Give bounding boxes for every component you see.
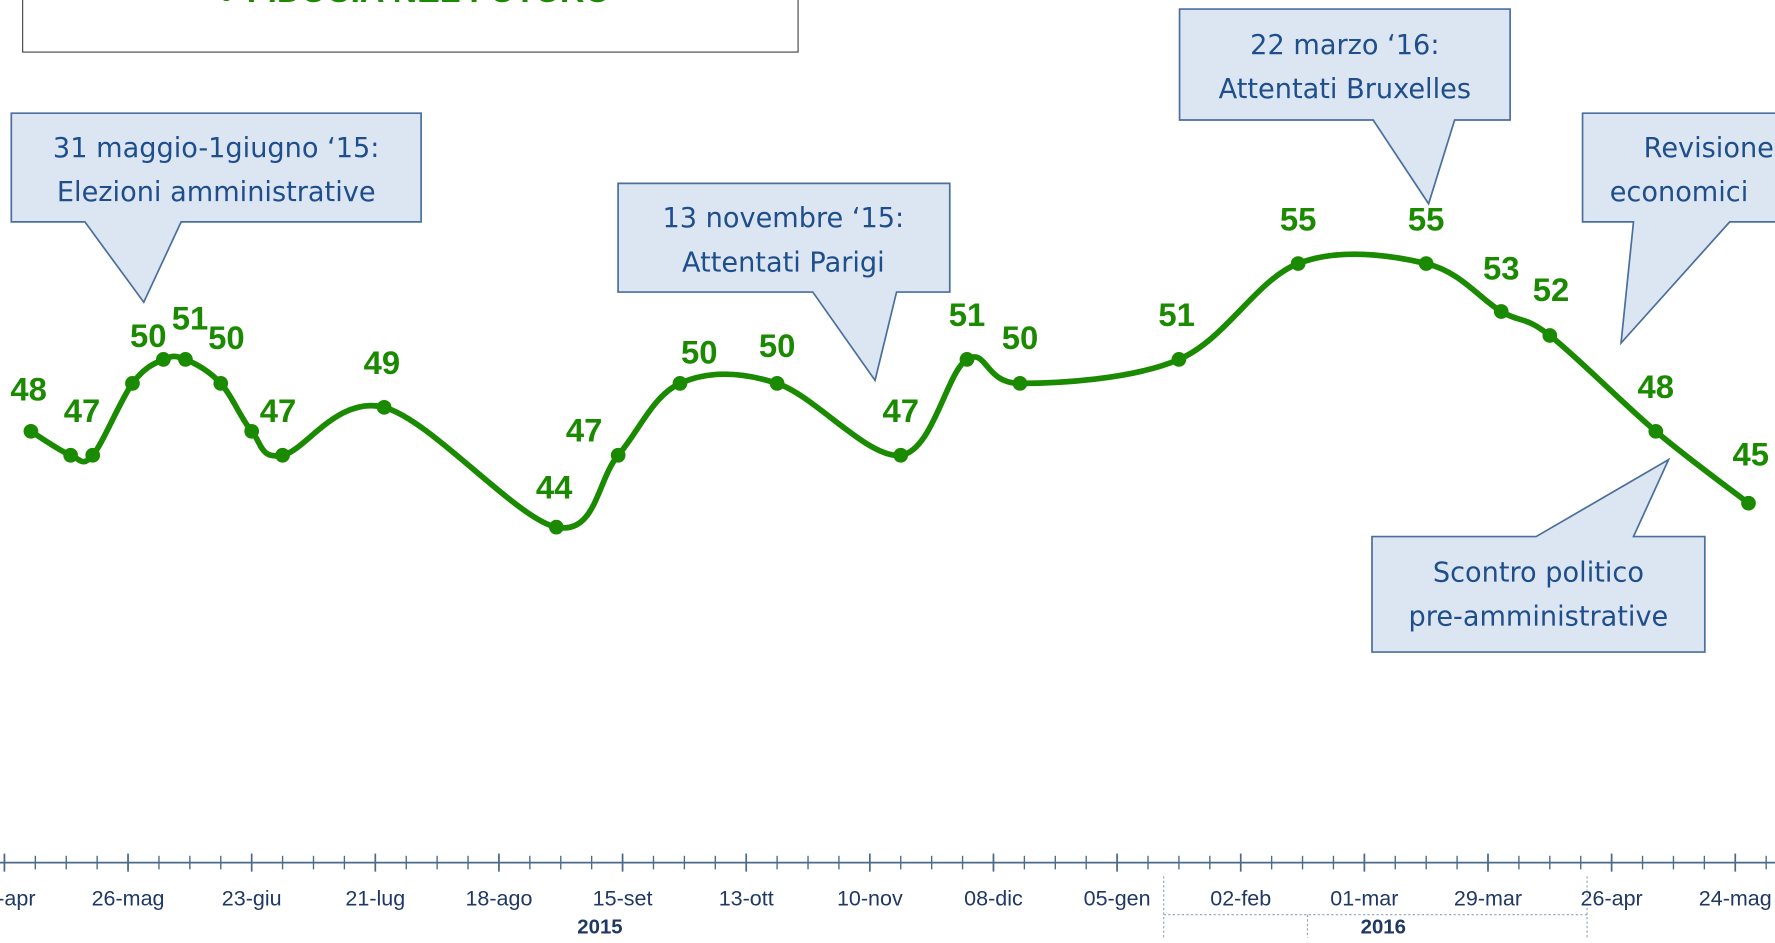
callout-text: 13 novembre ‘15: [662, 203, 904, 234]
x-tick-label: 13-ott [719, 887, 774, 911]
x-tick-label: 23-giu [222, 887, 282, 911]
legend-marker [223, 0, 230, 2]
data-label: 52 [1533, 271, 1569, 308]
data-point [1418, 256, 1434, 271]
callout [10, 112, 422, 304]
data-point [548, 519, 564, 535]
data-point [1648, 423, 1664, 439]
data-point [244, 423, 260, 439]
callout-text: Revisione [1644, 133, 1774, 164]
year-label: 2016 [1361, 917, 1406, 938]
data-point [178, 352, 193, 367]
callout-text: Scontro politico [1433, 557, 1644, 588]
data-label: 47 [260, 392, 296, 429]
data-label: 50 [1002, 319, 1038, 356]
data-label: 47 [64, 392, 100, 429]
data-label: 50 [681, 334, 717, 371]
series-line [29, 251, 1751, 531]
x-tick-label: 28-apr [0, 887, 35, 911]
data-label: 51 [1158, 296, 1194, 333]
data-point [672, 376, 688, 391]
x-tick-label: 05-gen [1084, 887, 1151, 911]
callout [1581, 112, 1775, 346]
data-point [1493, 304, 1509, 319]
data-point [23, 423, 39, 439]
callout [1178, 8, 1511, 206]
callout-text: Attentati Parigi [682, 247, 885, 278]
callout-text: 31 maggio-1giugno ‘15: [53, 133, 380, 164]
data-label: 50 [208, 319, 244, 356]
data-point [1012, 376, 1028, 391]
data-point [1290, 256, 1306, 271]
legend-box [22, 0, 799, 53]
callout-text: economici [1610, 177, 1749, 208]
data-point [156, 352, 171, 367]
data-point [1741, 495, 1756, 511]
legend-label: FIDUCIA NEL FUTURO [247, 0, 611, 10]
x-tick-label: 29-mar [1454, 887, 1522, 911]
data-label: 48 [10, 370, 46, 407]
x-tick-label: 02-feb [1210, 887, 1271, 911]
data-point [275, 447, 290, 463]
data-point [213, 376, 229, 391]
x-tick-label: 21-lug [345, 887, 405, 911]
data-label: 47 [566, 411, 602, 448]
data-label: 44 [536, 468, 573, 505]
data-label: 55 [1408, 200, 1444, 237]
callout-text: pre-amministrative [1409, 602, 1669, 633]
callout [1371, 457, 1706, 653]
callout-text: 22 marzo ‘16: [1250, 30, 1439, 61]
data-label: 55 [1280, 200, 1316, 237]
data-point [85, 447, 101, 463]
data-point [1542, 328, 1558, 343]
data-point [125, 376, 140, 391]
callout [617, 182, 951, 383]
callout-text: Attentati Bruxelles [1219, 74, 1471, 105]
data-label: 47 [882, 392, 918, 429]
data-label: 51 [949, 296, 985, 333]
x-tick-label: 18-ago [465, 887, 532, 911]
x-tick-label: 24-mag [1699, 887, 1772, 911]
x-tick-label: 26-apr [1581, 887, 1643, 911]
data-point [893, 447, 909, 463]
data-point [376, 399, 392, 415]
data-label: 50 [130, 317, 166, 354]
x-tick-label: 08-dic [964, 887, 1023, 911]
data-label: 51 [172, 300, 208, 337]
data-point [959, 352, 975, 367]
data-point [1171, 352, 1187, 367]
data-label: 50 [759, 327, 795, 364]
data-label: 53 [1483, 249, 1519, 286]
data-label: 48 [1638, 368, 1674, 405]
x-tick-label: 01-mar [1330, 887, 1398, 911]
x-tick-label: 10-nov [837, 887, 903, 911]
year-label: 2015 [577, 917, 622, 938]
year-dividers [1163, 876, 1588, 939]
data-label: 49 [364, 344, 400, 381]
data-label: 45 [1733, 435, 1769, 472]
data-point [769, 376, 785, 391]
x-tick-label: 15-set [593, 887, 653, 911]
data-point [610, 447, 626, 463]
data-point [63, 447, 79, 463]
callout-text: Elezioni amministrative [57, 177, 376, 208]
x-tick-label: 26-mag [92, 887, 165, 911]
